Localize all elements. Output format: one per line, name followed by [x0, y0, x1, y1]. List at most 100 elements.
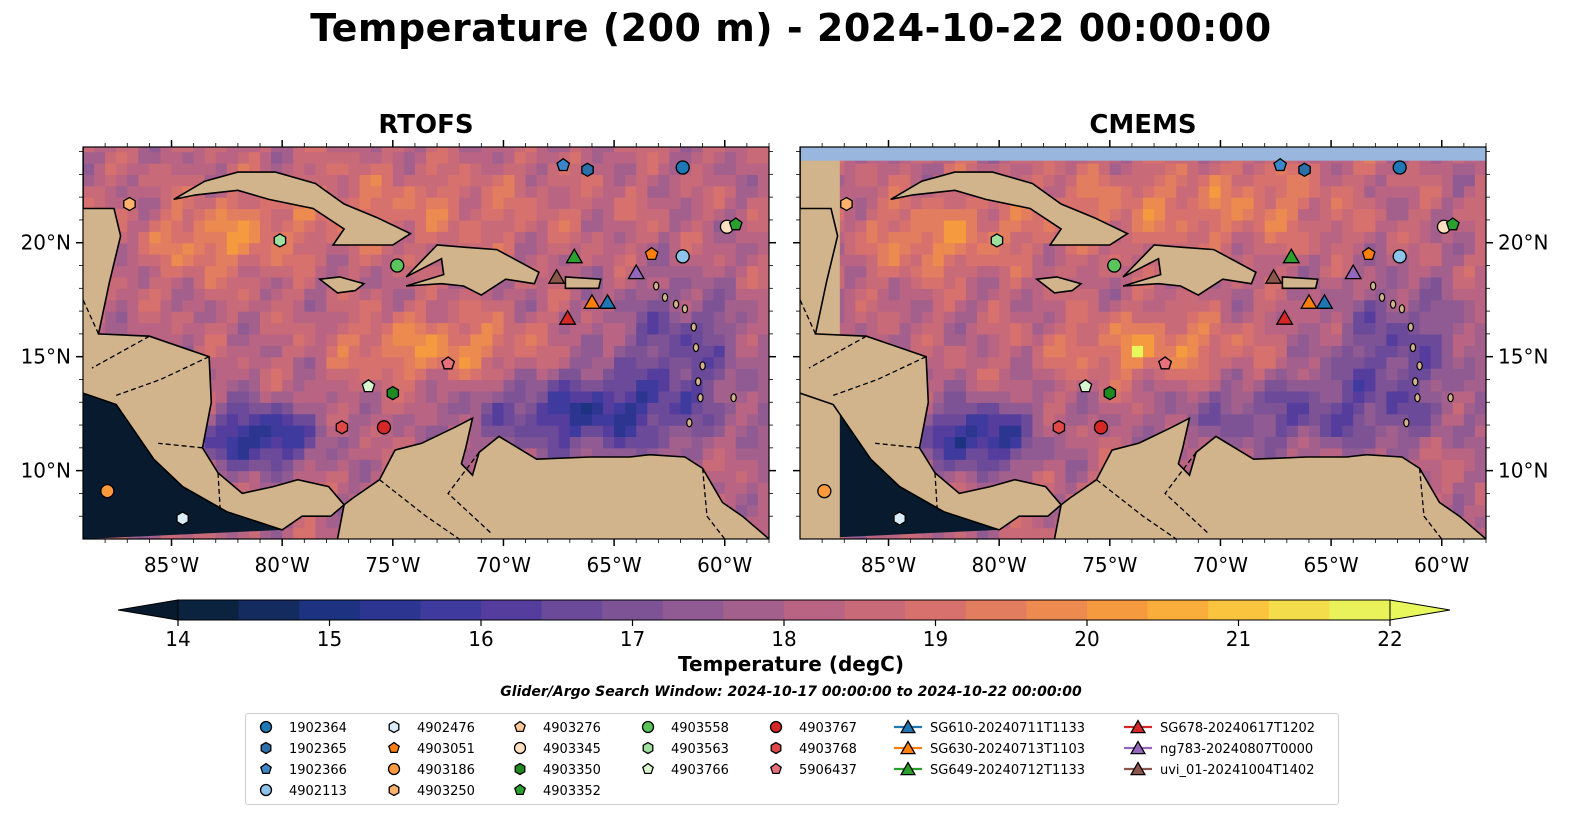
glider-marker: [565, 247, 584, 264]
colorbar-segment: [541, 600, 603, 620]
lon-tick-label: 85°W: [144, 553, 199, 577]
lat-tick-label: 20°N: [21, 231, 71, 255]
colorbar-segment: [602, 600, 664, 620]
colorbar-tick-label: 19: [923, 627, 948, 651]
legend-marker: [260, 741, 272, 755]
argo-float-marker: [1392, 160, 1407, 175]
glider-marker: [1300, 293, 1318, 309]
colorbar-segment: [420, 600, 482, 620]
legend-label: 4903345: [543, 742, 601, 757]
legend-marker: [260, 762, 272, 775]
colorbar-segment: [844, 600, 906, 620]
argo-float-marker: [1107, 258, 1122, 273]
argo-float-marker: [990, 233, 1004, 248]
colorbar-tick-label: 22: [1377, 627, 1402, 651]
legend-marker: [770, 762, 782, 775]
colorbar-segment: [178, 600, 240, 620]
figure-title: Temperature (200 m) - 2024-10-22 00:00:0…: [310, 6, 1272, 50]
colorbar-segment: [1087, 600, 1149, 620]
lon-tick-label: 80°W: [972, 553, 1027, 577]
lon-tick-label: 80°W: [255, 553, 310, 577]
colorbar-segment: [238, 600, 300, 620]
glider-marker: [1344, 263, 1363, 280]
lon-tick-label: 85°W: [861, 553, 916, 577]
argo-float-marker: [1273, 157, 1288, 172]
colorbar-tick-label: 21: [1226, 627, 1251, 651]
legend-marker: [388, 720, 400, 734]
legend-marker: [388, 783, 400, 797]
legend-label: 4903767: [799, 721, 857, 736]
legend-label: 4903186: [417, 763, 475, 778]
colorbar-segment: [1147, 600, 1209, 620]
colorbar-label: Temperature (degC): [678, 652, 904, 676]
argo-float-marker: [1392, 249, 1407, 264]
glider-marker: [1264, 268, 1283, 284]
legend-label: 4903352: [543, 784, 601, 799]
argo-float-marker: [376, 420, 392, 435]
legend-marker: [514, 720, 526, 733]
argo-float-marker: [335, 420, 349, 435]
colorbar-segment: [905, 600, 967, 620]
argo-float-marker: [441, 356, 456, 370]
argo-float-marker: [100, 483, 115, 499]
legend-label: 4903768: [799, 742, 857, 757]
legend-marker: [387, 762, 401, 776]
legend-marker: [769, 720, 783, 734]
legend-label: 1902364: [289, 721, 347, 736]
glider-marker: [583, 293, 601, 309]
glider-marker: [1275, 309, 1294, 325]
colorbar-tick-label: 20: [1074, 627, 1099, 651]
argo-float-marker: [840, 196, 853, 212]
argo-float-marker: [581, 162, 594, 178]
argo-float-marker: [817, 483, 832, 499]
legend-marker: [1129, 719, 1147, 734]
colorbar-segment: [1329, 600, 1391, 620]
legend-label: 4903051: [417, 742, 475, 757]
legend-label: ng783-20240807T0000: [1160, 742, 1313, 757]
panel-title-rtofs: RTOFS: [378, 110, 474, 140]
colorbar-segment: [481, 600, 543, 620]
legend-label: 4903558: [671, 721, 729, 736]
legend-marker: [641, 720, 655, 734]
legend-marker: [899, 761, 917, 776]
lat-tick-label: 15°N: [1498, 345, 1548, 369]
argo-float-marker: [893, 511, 906, 526]
colorbar-segment: [359, 600, 421, 620]
lon-tick-label: 65°W: [1303, 553, 1358, 577]
legend-label: 4903563: [671, 742, 729, 757]
legend-label: 4903250: [417, 784, 475, 799]
argo-float-marker: [644, 246, 659, 261]
legend-marker: [1129, 761, 1147, 776]
lat-tick-label: 20°N: [1498, 231, 1548, 255]
glider-marker: [598, 293, 617, 309]
map-panel-rtofs: 85°W 80°W 75°W 70°W 65°W 60°W 10°N 15°N 20°N: [21, 140, 776, 577]
argo-float-marker: [556, 157, 571, 172]
lat-tick-label: 15°N: [21, 345, 71, 369]
lon-tick-label: 65°W: [586, 553, 641, 577]
search-window-text: Glider/Argo Search Window: 2024-10-17 00…: [500, 684, 1082, 700]
colorbar-segment: [723, 600, 785, 620]
colorbar-tick-label: 18: [771, 627, 796, 651]
colorbar-segment: [299, 600, 361, 620]
colorbar-tick-label: 15: [317, 627, 342, 651]
glider-marker: [1315, 293, 1334, 309]
legend-marker: [1129, 740, 1147, 755]
legend-label: 4902476: [417, 721, 475, 736]
colorbar-over-extension: [1389, 599, 1451, 621]
colorbar-segment: [662, 600, 724, 620]
lon-tick-label: 75°W: [365, 553, 420, 577]
legend-marker: [513, 741, 527, 755]
legend-label: 4903276: [543, 721, 601, 736]
argo-float-marker: [1298, 162, 1311, 178]
argo-float-marker: [1103, 385, 1117, 401]
argo-float-marker: [390, 258, 405, 273]
glider-marker: [627, 263, 646, 280]
argo-float-marker: [1093, 420, 1109, 435]
lat-tick-label: 10°N: [21, 459, 71, 483]
legend-marker: [642, 741, 654, 755]
argo-float-marker: [1445, 217, 1460, 231]
lon-tick-label: 75°W: [1082, 553, 1137, 577]
colorbar-segment: [1026, 600, 1088, 620]
legend-label: 4902113: [289, 784, 347, 799]
argo-float-marker: [675, 249, 690, 264]
